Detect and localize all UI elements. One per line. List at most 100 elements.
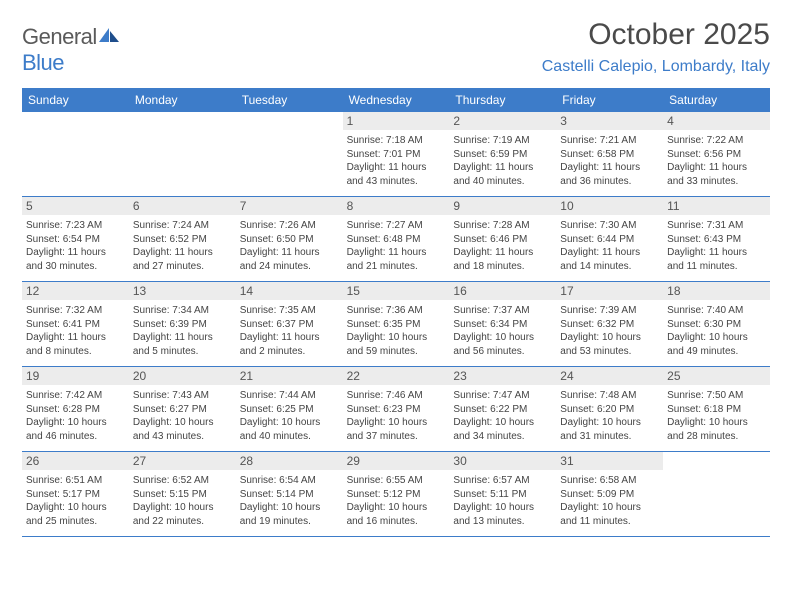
sunrise-line: Sunrise: 7:35 AM <box>240 304 339 318</box>
day-cell: 18Sunrise: 7:40 AMSunset: 6:30 PMDayligh… <box>663 282 770 366</box>
sunset-line: Sunset: 5:11 PM <box>453 488 552 502</box>
daylight-line: Daylight: 11 hours and 2 minutes. <box>240 331 339 358</box>
sunrise-line: Sunrise: 7:46 AM <box>347 389 446 403</box>
sunrise-line: Sunrise: 6:54 AM <box>240 474 339 488</box>
day-number: 6 <box>129 197 236 215</box>
sunset-line: Sunset: 5:14 PM <box>240 488 339 502</box>
sunset-line: Sunset: 6:23 PM <box>347 403 446 417</box>
sunset-line: Sunset: 6:35 PM <box>347 318 446 332</box>
day-number: 13 <box>129 282 236 300</box>
day-number: 10 <box>556 197 663 215</box>
sunset-line: Sunset: 6:54 PM <box>26 233 125 247</box>
day-number: 14 <box>236 282 343 300</box>
sunset-line: Sunset: 6:30 PM <box>667 318 766 332</box>
day-cell: 15Sunrise: 7:36 AMSunset: 6:35 PMDayligh… <box>343 282 450 366</box>
sunset-line: Sunset: 6:37 PM <box>240 318 339 332</box>
daylight-line: Daylight: 10 hours and 11 minutes. <box>560 501 659 528</box>
day-number: 21 <box>236 367 343 385</box>
day-cell: 4Sunrise: 7:22 AMSunset: 6:56 PMDaylight… <box>663 112 770 196</box>
daylight-line: Daylight: 11 hours and 27 minutes. <box>133 246 232 273</box>
sunrise-line: Sunrise: 7:30 AM <box>560 219 659 233</box>
daylight-line: Daylight: 11 hours and 14 minutes. <box>560 246 659 273</box>
sunset-line: Sunset: 6:39 PM <box>133 318 232 332</box>
day-cell: 12Sunrise: 7:32 AMSunset: 6:41 PMDayligh… <box>22 282 129 366</box>
sunrise-line: Sunrise: 7:44 AM <box>240 389 339 403</box>
sunrise-line: Sunrise: 7:26 AM <box>240 219 339 233</box>
sunset-line: Sunset: 6:22 PM <box>453 403 552 417</box>
day-cell <box>22 112 129 196</box>
day-cell: 16Sunrise: 7:37 AMSunset: 6:34 PMDayligh… <box>449 282 556 366</box>
sunrise-line: Sunrise: 7:43 AM <box>133 389 232 403</box>
day-number: 8 <box>343 197 450 215</box>
day-cell: 14 Sunrise: 7:35 AMSunset: 6:37 PMDayligh… <box>236 282 343 366</box>
sunrise-line: Sunrise: 7:23 AM <box>26 219 125 233</box>
sunrise-line: Sunrise: 7:50 AM <box>667 389 766 403</box>
sunrise-line: Sunrise: 6:55 AM <box>347 474 446 488</box>
day-cell: 6 Sunrise: 7:24 AMSunset: 6:52 PMDaylight… <box>129 197 236 281</box>
day-cell: 24Sunrise: 7:48 AMSunset: 6:20 PMDayligh… <box>556 367 663 451</box>
sunset-line: Sunset: 5:17 PM <box>26 488 125 502</box>
day-cell: 26Sunrise: 6:51 AMSunset: 5:17 PMDayligh… <box>22 452 129 536</box>
brand-name-gray: General <box>22 24 97 49</box>
weekday-label: Monday <box>129 88 236 112</box>
sunrise-line: Sunrise: 7:34 AM <box>133 304 232 318</box>
logo-sail-icon <box>97 26 121 44</box>
sunset-line: Sunset: 5:15 PM <box>133 488 232 502</box>
day-cell: 3Sunrise: 7:21 AMSunset: 6:58 PMDaylight… <box>556 112 663 196</box>
sunset-line: Sunset: 6:52 PM <box>133 233 232 247</box>
sunrise-line: Sunrise: 7:18 AM <box>347 134 446 148</box>
sunrise-line: Sunrise: 6:51 AM <box>26 474 125 488</box>
day-cell: 1Sunrise: 7:18 AMSunset: 7:01 PMDaylight… <box>343 112 450 196</box>
daylight-line: Daylight: 10 hours and 37 minutes. <box>347 416 446 443</box>
daylight-line: Daylight: 10 hours and 22 minutes. <box>133 501 232 528</box>
day-cell: 22Sunrise: 7:46 AMSunset: 6:23 PMDayligh… <box>343 367 450 451</box>
sunset-line: Sunset: 6:58 PM <box>560 148 659 162</box>
day-number: 17 <box>556 282 663 300</box>
daylight-line: Daylight: 11 hours and 8 minutes. <box>26 331 125 358</box>
weekday-label: Saturday <box>663 88 770 112</box>
day-cell: 10Sunrise: 7:30 AMSunset: 6:44 PMDayligh… <box>556 197 663 281</box>
sunset-line: Sunset: 6:59 PM <box>453 148 552 162</box>
day-cell: 23Sunrise: 7:47 AMSunset: 6:22 PMDayligh… <box>449 367 556 451</box>
sunrise-line: Sunrise: 7:37 AM <box>453 304 552 318</box>
week-row: 5 Sunrise: 7:23 AMSunset: 6:54 PM Daylight… <box>22 197 770 282</box>
weekday-label: Sunday <box>22 88 129 112</box>
daylight-line: Daylight: 11 hours and 40 minutes. <box>453 161 552 188</box>
sunset-line: Sunset: 6:48 PM <box>347 233 446 247</box>
sunrise-line: Sunrise: 7:32 AM <box>26 304 125 318</box>
sunset-line: Sunset: 6:41 PM <box>26 318 125 332</box>
sunrise-line: Sunrise: 7:22 AM <box>667 134 766 148</box>
day-number: 29 <box>343 452 450 470</box>
location: Castelli Calepio, Lombardy, Italy <box>542 58 770 76</box>
calendar: Sunday Monday Tuesday Wednesday Thursday… <box>22 88 770 537</box>
sunrise-line: Sunrise: 6:57 AM <box>453 474 552 488</box>
day-number: 2 <box>449 112 556 130</box>
daylight-line: Daylight: 11 hours and 21 minutes. <box>347 246 446 273</box>
week-row: 19Sunrise: 7:42 AMSunset: 6:28 PMDayligh… <box>22 367 770 452</box>
day-cell <box>663 452 770 536</box>
sunset-line: Sunset: 6:32 PM <box>560 318 659 332</box>
day-number: 1 <box>343 112 450 130</box>
sunrise-line: Sunrise: 6:58 AM <box>560 474 659 488</box>
day-cell: 31Sunrise: 6:58 AMSunset: 5:09 PMDayligh… <box>556 452 663 536</box>
daylight-line: Daylight: 11 hours and 36 minutes. <box>560 161 659 188</box>
day-cell: 20Sunrise: 7:43 AMSunset: 6:27 PMDayligh… <box>129 367 236 451</box>
brand-name: GeneralBlue <box>22 24 121 76</box>
day-number: 11 <box>663 197 770 215</box>
title-block: October 2025 Castelli Calepio, Lombardy,… <box>542 18 770 76</box>
day-number: 5 <box>22 197 129 215</box>
sunrise-line: Sunrise: 7:24 AM <box>133 219 232 233</box>
day-cell: 17Sunrise: 7:39 AMSunset: 6:32 PMDayligh… <box>556 282 663 366</box>
daylight-line: Daylight: 11 hours and 5 minutes. <box>133 331 232 358</box>
day-number: 15 <box>343 282 450 300</box>
day-number: 7 <box>236 197 343 215</box>
daylight-line: Daylight: 11 hours and 43 minutes. <box>347 161 446 188</box>
daylight-line: Daylight: 10 hours and 28 minutes. <box>667 416 766 443</box>
daylight-line: Daylight: 10 hours and 46 minutes. <box>26 416 125 443</box>
weeks: 1Sunrise: 7:18 AMSunset: 7:01 PMDaylight… <box>22 112 770 537</box>
month-title: October 2025 <box>542 18 770 52</box>
weekday-label: Tuesday <box>236 88 343 112</box>
week-row: 1Sunrise: 7:18 AMSunset: 7:01 PMDaylight… <box>22 112 770 197</box>
daylight-line: Daylight: 10 hours and 34 minutes. <box>453 416 552 443</box>
sunrise-line: Sunrise: 7:36 AM <box>347 304 446 318</box>
